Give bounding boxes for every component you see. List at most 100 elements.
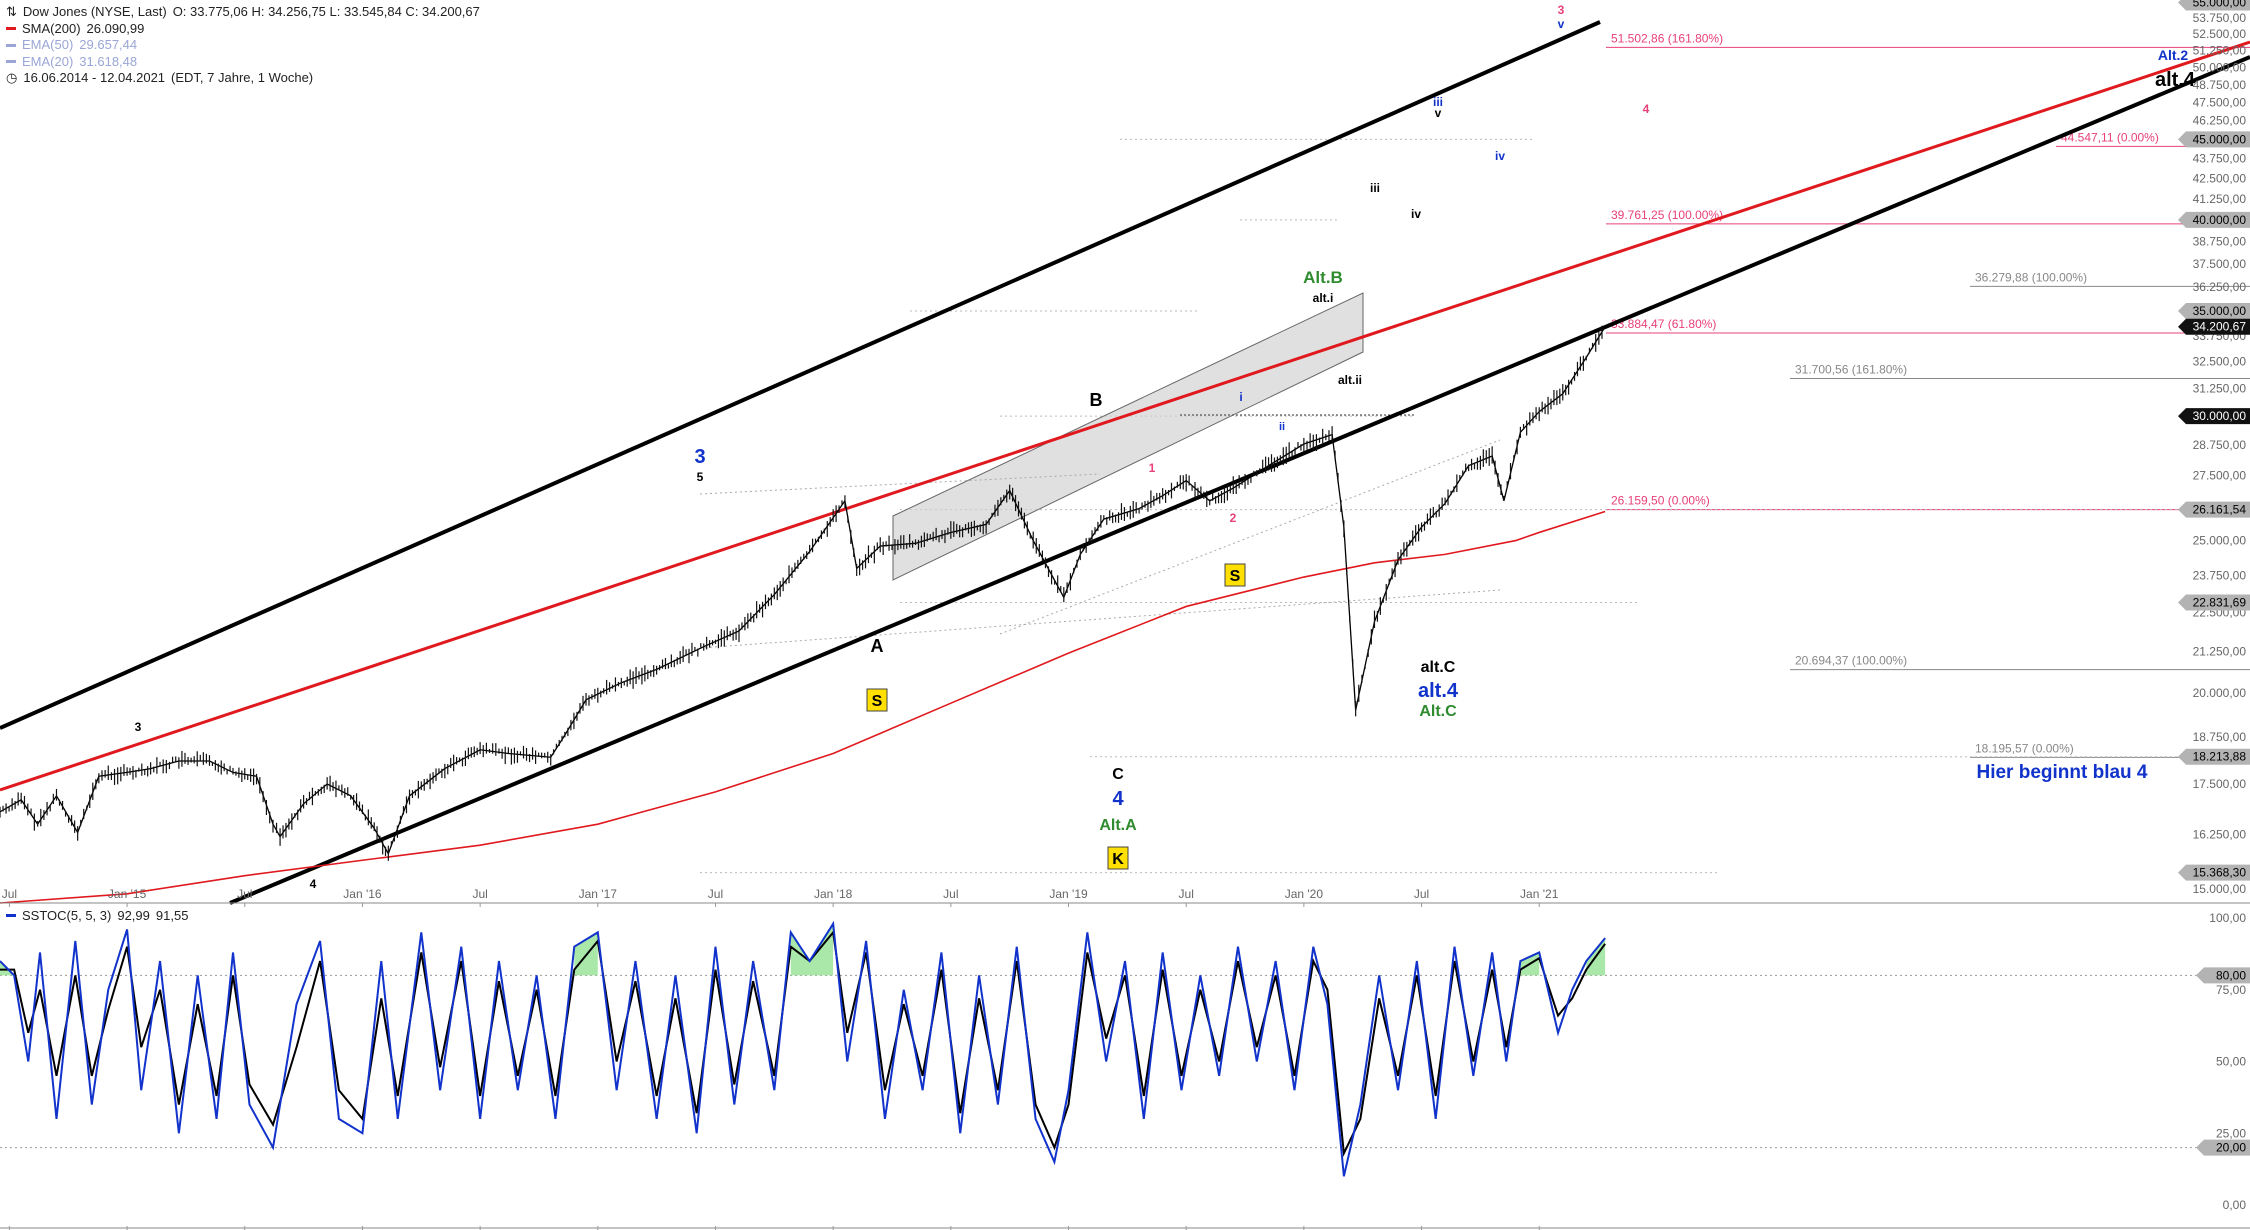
- price-box-label: 34.200,67: [2193, 320, 2247, 334]
- lower-black-trendline: [229, 55, 2250, 905]
- wave-label: v: [1558, 17, 1565, 31]
- signal-badge-label: S: [872, 693, 883, 710]
- y-tick-label: 51.250,00: [2193, 44, 2247, 58]
- price-box: [2178, 748, 2250, 765]
- price-box-label: 55.000,00: [2193, 0, 2247, 9]
- y-tick-label: 48.750,00: [2193, 78, 2247, 92]
- range-note: (EDT, 7 Jahre, 1 Woche): [171, 70, 314, 85]
- stoch-level-box: [2196, 1139, 2250, 1156]
- x-tick-label: Jul: [1414, 887, 1429, 901]
- wave-label: ii: [1279, 421, 1285, 433]
- y-tick-label: 47.500,00: [2193, 96, 2247, 110]
- wave-label: 3: [694, 446, 705, 468]
- stoch-tick-label: 50,00: [2216, 1055, 2246, 1069]
- ema20-swatch: [6, 60, 16, 64]
- price-box: [2178, 408, 2250, 425]
- fib-level-label: 20.694,37 (100.00%): [1795, 654, 1907, 668]
- signal-badge-label: S: [1230, 568, 1241, 585]
- y-tick-label: 32.500,00: [2193, 355, 2247, 369]
- stochastic-k-value: 92,99: [117, 908, 150, 923]
- signal-badge-label: K: [1112, 851, 1124, 868]
- wave-label: alt.i: [1313, 291, 1334, 305]
- wave-label: 5: [697, 470, 704, 484]
- wave-label: iii: [1433, 95, 1443, 109]
- sma200-swatch: [6, 27, 16, 31]
- y-tick-label: 17.500,00: [2193, 777, 2247, 791]
- x-tick-label: Jul: [943, 887, 958, 901]
- x-tick-label: Jan '15: [108, 887, 147, 901]
- wave-label: 3: [135, 720, 142, 734]
- legend-ema20: EMA(20) 31.618,48: [6, 54, 480, 71]
- signal-badge: [1107, 846, 1129, 870]
- stochastic-swatch: [6, 914, 16, 917]
- wave-label: iv: [1495, 149, 1505, 163]
- stoch-tick-label: 25,00: [2216, 1126, 2246, 1140]
- y-tick-label: 43.750,00: [2193, 152, 2247, 166]
- stochastic-d-value: 91,55: [155, 908, 189, 923]
- wave-label: v: [1435, 106, 1442, 120]
- upper-black-trendline: [0, 20, 1601, 730]
- y-tick-label: 53.750,00: [2193, 11, 2247, 25]
- red-trendline: [0, 40, 2250, 792]
- stoch-tick-label: 100,00: [2209, 911, 2246, 925]
- sma200-value: 26.090,99: [86, 20, 145, 36]
- wave-label: i: [1239, 390, 1242, 404]
- overbought-fill: [790, 923, 834, 976]
- stochastic-legend: SSTOC(5, 5, 3) 92,99 91,55: [6, 908, 188, 923]
- bar-chart-icon: ⇅: [6, 4, 17, 19]
- wave-label: iv: [1411, 207, 1421, 221]
- wave-label: alt.4: [1418, 680, 1459, 702]
- x-tick-label: Jan '16: [343, 887, 382, 901]
- fib-level-label: 31.700,56 (161.80%): [1795, 363, 1907, 377]
- wave-labels: 3534ABC4Alt.A12iiiiiiivviiiivv34Alt.2alt…: [135, 3, 2196, 891]
- y-tick-label: 18.750,00: [2193, 730, 2247, 744]
- price-line: [0, 326, 1606, 856]
- fib-level-label: 26.159,50 (0.00%): [1611, 494, 1710, 508]
- x-tick-label: Jan '18: [814, 887, 853, 901]
- y-tick-label: 23.750,00: [2193, 569, 2247, 583]
- dotted-channel-line: [699, 589, 1501, 649]
- wave-label: Alt.2: [2158, 47, 2189, 63]
- legend-ohlc: O: 33.775,06 H: 34.256,75 L: 33.545,84 C…: [172, 4, 480, 19]
- x-tick-label: Jul: [2, 887, 17, 901]
- sma200-label: SMA(200): [22, 20, 81, 36]
- wave-label: 1: [1149, 461, 1156, 475]
- ema20-label: EMA(20): [22, 53, 74, 69]
- price-box: [2178, 302, 2250, 319]
- x-tick-label: Jan '20: [1285, 887, 1324, 901]
- price-boxes: 55.000,00 45.000,00 40.000,00 35.000,00 34.2…: [2178, 0, 2250, 881]
- grey-trend-channel: [892, 292, 1364, 581]
- price-box-label: 40.000,00: [2193, 213, 2247, 227]
- signal-badge: [866, 688, 888, 712]
- stoch-level-box-label: 20,00: [2216, 1141, 2246, 1155]
- wave-label: alt.C: [1421, 659, 1456, 676]
- fib-level-label: 18.195,57 (0.00%): [1975, 741, 2074, 755]
- wave-label: 4: [1643, 102, 1650, 116]
- wave-label: 2: [1230, 511, 1237, 525]
- stoch-tick-label: 0,00: [2223, 1198, 2247, 1212]
- y-tick-label: 25.000,00: [2193, 534, 2247, 548]
- range-dates: 16.06.2014 - 12.04.2021: [23, 70, 166, 85]
- stoch-level-box: [2196, 967, 2250, 984]
- chart-legend: ⇅ Dow Jones (NYSE, Last) O: 33.775,06 H:…: [6, 4, 480, 87]
- price-box: [2178, 131, 2250, 148]
- stoch-k-line: [0, 920, 1606, 1177]
- signal-badge: [1224, 563, 1246, 587]
- y-tick-label: 16.250,00: [2193, 828, 2247, 842]
- wave-label: Alt.A: [1099, 817, 1137, 834]
- wave-label: 4: [1112, 788, 1124, 810]
- fib-level-label: 33.884,47 (61.80%): [1611, 317, 1716, 331]
- wave-label: alt.4: [2155, 69, 2196, 91]
- wave-label: B: [1090, 390, 1103, 410]
- price-box-label: 45.000,00: [2193, 132, 2247, 146]
- price-box: [2178, 594, 2250, 611]
- y-tick-label: 52.500,00: [2193, 27, 2247, 41]
- dotted-channel-line: [999, 439, 1501, 635]
- stoch-level-box-label: 80,00: [2216, 968, 2246, 982]
- ema50-label: EMA(50): [22, 37, 74, 52]
- price-box-label: 26.161,54: [2193, 503, 2247, 517]
- x-tick-label: Jan '17: [579, 887, 618, 901]
- price-box-label: 15.368,30: [2193, 866, 2247, 880]
